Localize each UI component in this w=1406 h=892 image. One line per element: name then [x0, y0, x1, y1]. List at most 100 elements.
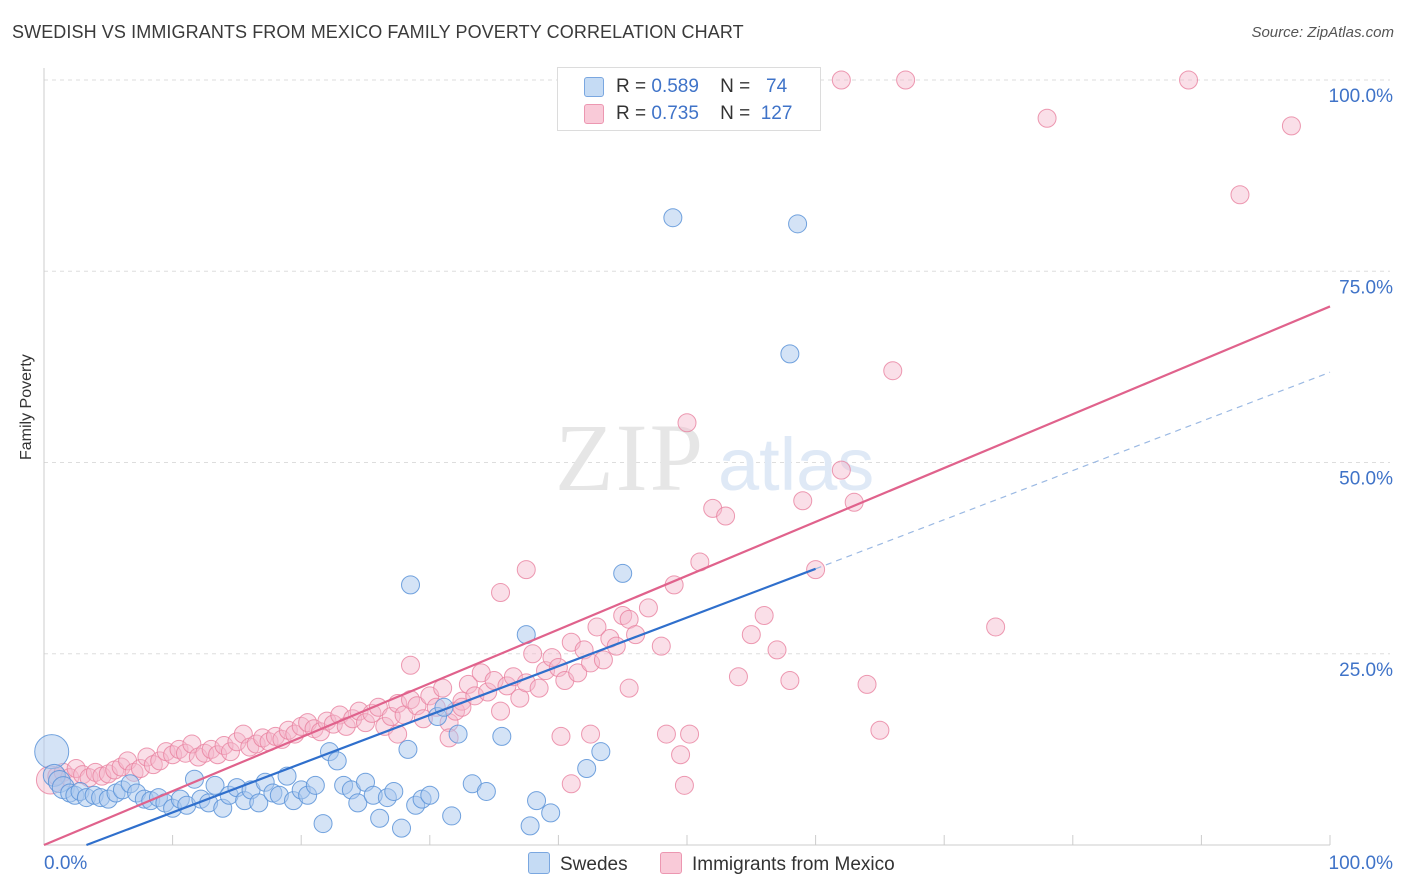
point-mexico	[656, 724, 676, 744]
point-mexico	[175, 743, 195, 763]
point-mexico	[523, 644, 543, 664]
point-swedes	[591, 742, 611, 762]
point-mexico	[356, 713, 375, 733]
point-mexico	[619, 678, 639, 698]
point-mexico	[568, 663, 588, 683]
point-mexico	[516, 560, 536, 580]
point-mexico	[741, 625, 761, 645]
point-mexico	[1281, 116, 1301, 136]
bottom-legend-swatch-mexico	[660, 852, 682, 874]
legend-r-label: R =	[616, 103, 647, 124]
point-mexico	[677, 413, 697, 433]
point-mexico	[767, 640, 787, 660]
point-mexico	[227, 732, 247, 752]
point-swedes	[577, 759, 597, 778]
point-swedes	[541, 803, 561, 823]
point-mexico	[561, 774, 581, 794]
point-swedes	[780, 344, 800, 364]
point-swedes	[392, 818, 412, 838]
trend-line-swedes-extension	[815, 371, 1331, 570]
point-swedes	[305, 775, 325, 795]
point-mexico	[491, 583, 511, 603]
point-swedes	[348, 793, 368, 813]
point-mexico	[593, 650, 613, 670]
point-mexico	[458, 674, 478, 694]
point-mexico	[831, 70, 851, 90]
bottom-legend-mexico: Immigrants from Mexico	[660, 852, 895, 876]
point-swedes	[313, 814, 333, 834]
point-mexico	[529, 678, 549, 698]
legend-r-value-mexico: 0.735	[651, 103, 699, 124]
legend-n-label: N =	[720, 103, 751, 124]
point-swedes	[527, 791, 547, 811]
series-swedes-points	[34, 208, 808, 838]
axes	[43, 68, 1331, 846]
tick-labels: 25.0% 50.0% 75.0% 100.0% 0.0% 100.0%	[44, 86, 1393, 874]
trend-line-mexico	[43, 305, 1331, 847]
point-mexico	[401, 655, 421, 675]
point-swedes	[34, 734, 70, 770]
point-mexico	[208, 745, 228, 765]
point-mexico	[716, 506, 736, 526]
legend-n-label: N =	[720, 76, 751, 97]
point-mexico	[728, 667, 748, 687]
trend-lines	[43, 305, 1331, 847]
point-mexico	[1230, 185, 1250, 205]
point-mexico	[130, 759, 150, 778]
point-mexico	[986, 617, 1006, 637]
point-swedes	[492, 726, 512, 746]
point-swedes	[448, 724, 468, 744]
legend-r-label: R =	[616, 76, 647, 97]
bottom-legend-swatch-swedes	[528, 852, 550, 874]
y-axis-label: Family Poverty	[18, 354, 35, 460]
point-swedes	[442, 806, 462, 826]
point-swedes	[398, 739, 418, 759]
legend-n-value-swedes: 74	[766, 76, 788, 97]
point-mexico	[1179, 70, 1199, 90]
point-mexico	[857, 674, 877, 694]
y-tick-label-0: 25.0%	[1339, 660, 1393, 681]
point-swedes	[401, 575, 421, 595]
point-mexico	[638, 598, 658, 618]
point-mexico	[587, 617, 607, 637]
y-tick-label-2: 75.0%	[1339, 277, 1393, 298]
point-swedes	[613, 563, 633, 583]
point-mexico	[452, 691, 472, 711]
point-mexico	[870, 720, 890, 740]
trend-line-swedes	[86, 567, 816, 847]
point-mexico	[542, 648, 562, 668]
point-swedes	[520, 816, 540, 836]
point-swedes	[476, 781, 496, 801]
point-mexico	[201, 739, 221, 759]
gridlines	[44, 79, 1390, 655]
source-label: Source: ZipAtlas.com	[1251, 24, 1394, 41]
x-tick-label-max: 100.0%	[1329, 853, 1394, 874]
point-mexico	[551, 726, 571, 746]
point-mexico	[581, 724, 601, 744]
bottom-legend-label-mexico: Immigrants from Mexico	[692, 854, 895, 875]
point-mexico	[671, 745, 691, 765]
correlation-legend: R = 0.589 N = 74 R = 0.735 N = 127	[557, 67, 821, 131]
bottom-legend-label-swedes: Swedes	[560, 854, 628, 875]
point-mexico	[896, 70, 916, 90]
point-mexico	[793, 491, 813, 511]
point-swedes	[663, 208, 683, 228]
point-mexico	[137, 747, 157, 767]
y-tick-label-3: 100.0%	[1329, 86, 1394, 107]
point-mexico	[680, 724, 700, 744]
legend-r-value-swedes: 0.589	[651, 76, 699, 97]
point-mexico	[1037, 108, 1057, 128]
legend-swatch-mexico	[584, 104, 604, 124]
point-swedes	[420, 785, 440, 805]
point-mexico	[754, 606, 774, 625]
legend-n-value-mexico: 127	[760, 103, 793, 124]
x-tick-label-min: 0.0%	[44, 853, 87, 874]
point-mexico	[883, 361, 903, 381]
point-swedes	[249, 793, 269, 813]
point-swedes	[327, 751, 347, 771]
point-swedes	[788, 214, 808, 234]
chart-title: SWEDISH VS IMMIGRANTS FROM MEXICO FAMILY…	[12, 22, 744, 42]
point-mexico	[651, 636, 671, 656]
point-mexico	[674, 775, 694, 795]
